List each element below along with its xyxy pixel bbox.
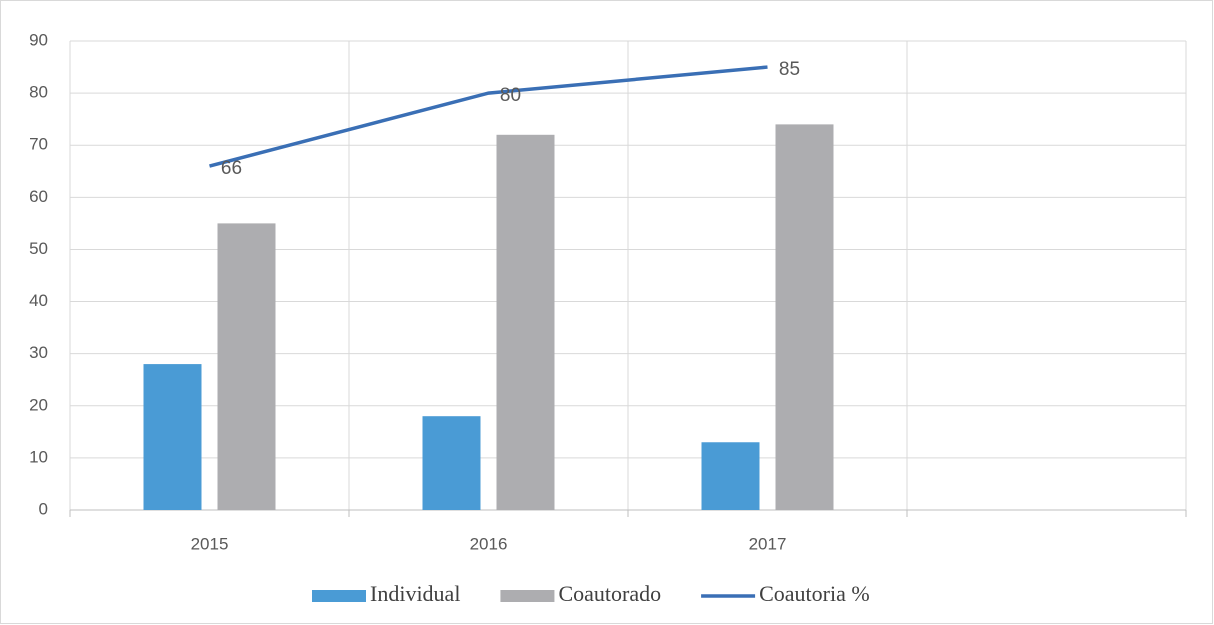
y-tick-label: 50 — [29, 239, 48, 258]
bar — [496, 134, 555, 511]
x-tick-label: 2015 — [191, 534, 229, 553]
y-tick-label: 20 — [29, 395, 48, 414]
legend-label: Coautoria % — [759, 581, 870, 606]
data-label: 66 — [221, 158, 242, 179]
legend-swatch — [500, 590, 555, 602]
bar — [143, 364, 202, 510]
x-tick-label: 2017 — [749, 534, 787, 553]
y-tick-label: 90 — [29, 30, 48, 49]
bar — [775, 124, 834, 510]
line-series — [209, 65, 768, 168]
y-tick-label: 10 — [29, 447, 48, 466]
y-tick-label: 30 — [29, 343, 48, 362]
bar — [701, 442, 760, 510]
legend-label: Individual — [370, 581, 460, 606]
y-tick-label: 60 — [29, 187, 48, 206]
y-tick-label: 80 — [29, 83, 48, 102]
x-tick-label: 2016 — [470, 534, 508, 553]
y-tick-label: 40 — [29, 291, 48, 310]
y-tick-label: 0 — [39, 499, 48, 518]
bar — [217, 223, 276, 510]
data-label: 80 — [500, 85, 521, 106]
legend-swatch — [312, 590, 366, 602]
data-label: 85 — [779, 59, 800, 80]
y-tick-label: 70 — [29, 135, 48, 154]
legend-label: Coautorado — [558, 581, 661, 606]
bar — [422, 416, 481, 510]
